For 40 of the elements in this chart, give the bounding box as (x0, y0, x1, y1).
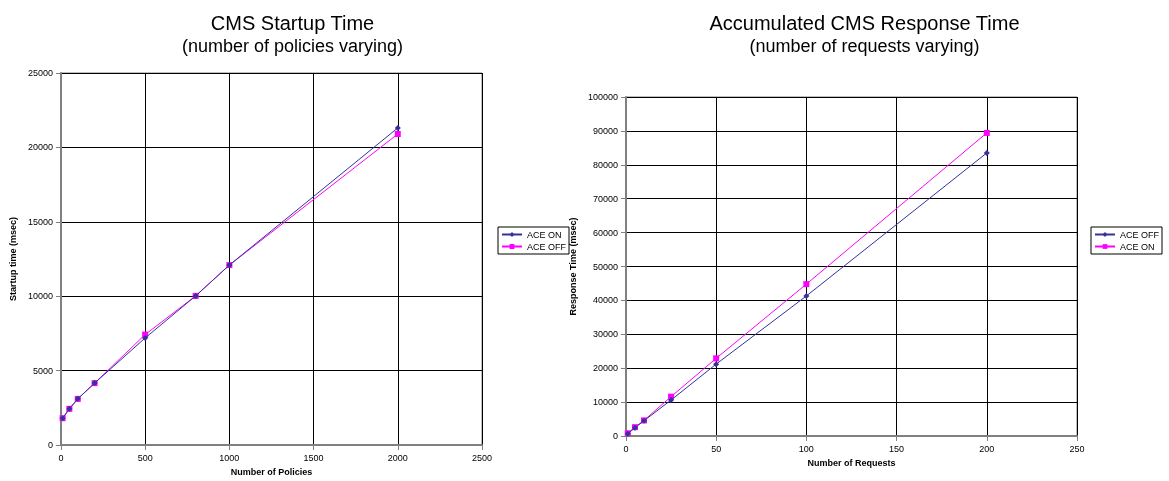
y-tick-label: 20000 (592, 363, 618, 374)
x-axis-title: Number of Requests (807, 457, 896, 468)
x-tick-label: 1500 (303, 452, 324, 463)
legend-label: ACE ON (1120, 241, 1155, 252)
y-tick-label: 25000 (27, 68, 53, 78)
x-tick-label: 500 (137, 452, 153, 463)
y-tick-label: 90000 (592, 125, 618, 136)
x-tick-label: 2000 (387, 452, 408, 463)
y-tick-label: 60000 (592, 227, 618, 238)
y-tick-label: 0 (612, 431, 618, 441)
legend-label: ACE ON (527, 229, 562, 240)
y-tick-label: 10000 (27, 291, 53, 302)
x-tick-label: 200 (979, 443, 995, 454)
x-tick-label: 100 (798, 443, 814, 454)
chart-subtitle: (number of policies varying) (181, 36, 404, 56)
x-axis-title: Number of Policies (230, 466, 313, 477)
y-tick-label: 15000 (27, 216, 53, 227)
y-tick-label: 5000 (32, 365, 53, 376)
x-tick-label: 150 (889, 443, 905, 454)
y-tick-label: 30000 (592, 329, 618, 340)
x-tick-label: 0 (58, 452, 64, 463)
y-axis-title: Startup time (msec) (7, 216, 18, 302)
x-tick-label: 250 (1069, 443, 1085, 454)
legend-label: ACE OFF (527, 241, 567, 252)
x-tick-label: 2500 (471, 452, 493, 463)
y-tick-label: 10000 (592, 397, 618, 408)
y-tick-label: 100000 (587, 92, 618, 102)
legend-label: ACE OFF (1120, 229, 1160, 240)
y-tick-label: 50000 (592, 261, 618, 272)
x-tick-label: 50 (711, 443, 722, 454)
x-tick-label: 1000 (219, 452, 240, 463)
chart-subtitle: (number of requests varying) (749, 36, 980, 56)
chart-title: CMS Startup Time (210, 12, 375, 34)
y-tick-label: 80000 (592, 159, 618, 170)
y-tick-label: 70000 (592, 193, 618, 204)
x-tick-label: 0 (623, 443, 629, 454)
y-tick-label: 40000 (592, 295, 618, 306)
chart-title: Accumulated CMS Response Time (709, 12, 1020, 34)
y-axis-title: Response Time (msec) (567, 217, 578, 316)
y-tick-label: 20000 (27, 142, 53, 153)
